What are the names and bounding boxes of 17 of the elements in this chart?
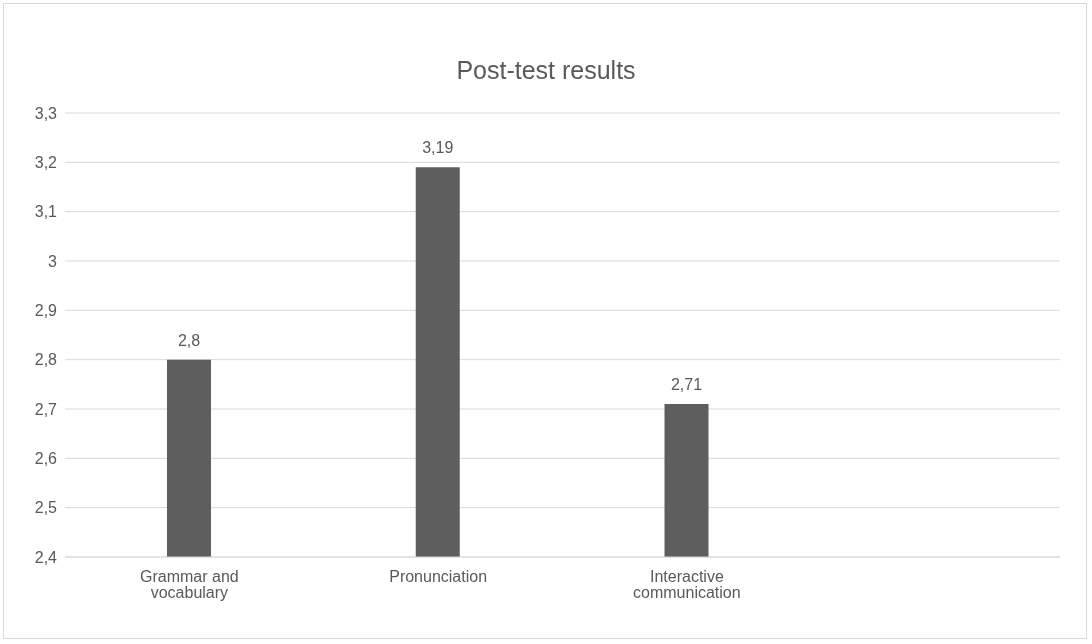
y-tick-label: 2,4 xyxy=(34,548,58,566)
y-tick-label: 2,6 xyxy=(34,450,58,468)
x-tick-label: Pronunciation xyxy=(389,568,488,586)
data-label: 2,8 xyxy=(177,331,201,349)
x-tick-label: Grammar and vocabulary xyxy=(140,568,239,602)
chart-title: Post-test results xyxy=(455,56,637,85)
y-tick-label: 3,2 xyxy=(34,154,58,172)
x-tick-label: Interactive communication xyxy=(633,568,741,602)
y-tick-label: 2,5 xyxy=(34,499,58,517)
data-label: 2,71 xyxy=(670,376,703,394)
y-tick-label: 3,3 xyxy=(34,104,58,122)
y-tick-label: 2,9 xyxy=(34,302,58,320)
y-tick-label: 3 xyxy=(48,252,58,270)
data-label: 3,19 xyxy=(422,139,454,157)
y-tick-label: 2,7 xyxy=(34,400,58,418)
y-tick-label: 3,1 xyxy=(34,203,58,221)
y-tick-label: 2,8 xyxy=(34,351,58,369)
